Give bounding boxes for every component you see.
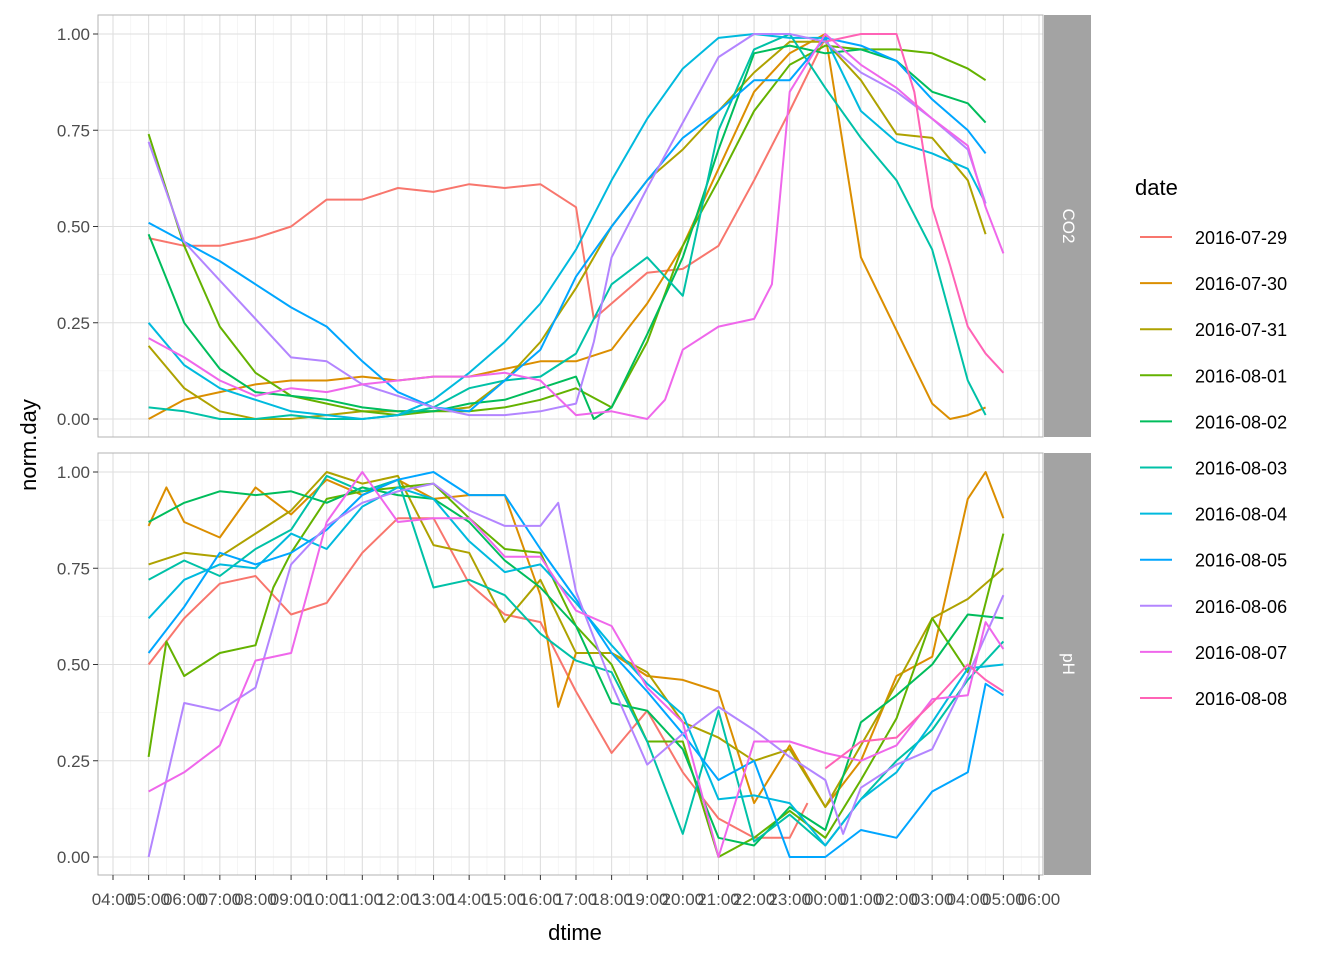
legend-label: 2016-08-02 — [1195, 412, 1287, 432]
x-tick-label: 23:00 — [768, 890, 811, 909]
legend-label: 2016-07-29 — [1195, 228, 1287, 248]
y-tick-label: 0.00 — [57, 848, 90, 867]
series-line-2016-08-01-pH — [147, 482, 1005, 858]
series-line-2016-08-06-pH — [147, 482, 1005, 858]
y-tick-label: 0.50 — [57, 218, 90, 237]
legend-title: date — [1135, 175, 1178, 200]
x-tick-label: 12:00 — [377, 890, 420, 909]
x-tick-label: 08:00 — [234, 890, 277, 909]
series-line-2016-07-29-CO2 — [148, 37, 827, 320]
x-tick-label: 04:00 — [92, 890, 135, 909]
x-tick-label: 18:00 — [590, 890, 633, 909]
legend-label: 2016-08-01 — [1195, 366, 1287, 386]
series-line-2016-08-06-CO2 — [147, 33, 987, 417]
y-tick-label: 0.25 — [57, 314, 90, 333]
x-tick-label: 20:00 — [662, 890, 705, 909]
series-line-2016-07-31-pH — [148, 471, 1005, 808]
x-tick-label: 00:00 — [804, 890, 847, 909]
y-tick-label: 0.50 — [57, 656, 90, 675]
series-line-2016-07-29-pH — [147, 517, 809, 839]
legend-label: 2016-08-07 — [1195, 643, 1287, 663]
series-line-2016-08-05-pH — [147, 471, 1004, 858]
series-line-2016-08-03-CO2 — [148, 33, 987, 420]
series-line-2016-08-07-CO2 — [148, 33, 1005, 420]
series-line-2016-07-30-CO2 — [148, 33, 986, 420]
x-tick-label: 11:00 — [342, 890, 383, 909]
series-line-2016-08-02-pH — [148, 486, 1004, 847]
series-line-2016-08-08-CO2 — [825, 33, 1005, 374]
x-tick-label: 14:00 — [448, 890, 491, 909]
legend-label: 2016-07-30 — [1195, 274, 1287, 294]
x-tick-label: 09:00 — [270, 890, 313, 909]
series-line-2016-08-04-CO2 — [147, 33, 987, 420]
y-tick-label: 0.75 — [57, 559, 90, 578]
y-tick-label: 0.00 — [57, 410, 90, 429]
legend-label: 2016-07-31 — [1195, 320, 1287, 340]
x-tick-label: 04:00 — [946, 890, 989, 909]
x-tick-label: 02:00 — [875, 890, 918, 909]
x-tick-label: 03:00 — [911, 890, 954, 909]
x-tick-label: 05:00 — [127, 890, 170, 909]
x-tick-label: 17:00 — [555, 890, 598, 909]
x-tick-label: 21:00 — [697, 890, 740, 909]
y-tick-label: 0.75 — [57, 121, 90, 140]
y-tick-label: 1.00 — [57, 463, 90, 482]
x-tick-label: 22:00 — [733, 890, 776, 909]
facet-label: CO2 — [1059, 209, 1078, 244]
series-line-2016-08-07-pH — [148, 471, 1005, 858]
series-line-2016-08-04-pH — [147, 486, 1004, 847]
x-tick-label: 13:00 — [412, 890, 455, 909]
legend-label: 2016-08-06 — [1195, 597, 1287, 617]
x-tick-label: 16:00 — [519, 890, 562, 909]
series-line-2016-08-02-CO2 — [147, 44, 987, 420]
x-tick-label: 06:00 — [163, 890, 206, 909]
series-line-2016-07-30-pH — [147, 471, 1005, 808]
series-line-2016-08-05-CO2 — [148, 36, 987, 413]
facet-strip — [1044, 15, 1091, 437]
x-tick-label: 05:00 — [982, 890, 1025, 909]
series-line-2016-07-31-CO2 — [147, 40, 987, 420]
legend-label: 2016-08-08 — [1195, 689, 1287, 709]
y-tick-label: 1.00 — [57, 25, 90, 44]
x-tick-label: 10:00 — [305, 890, 348, 909]
legend-label: 2016-08-04 — [1195, 505, 1287, 525]
x-tick-label: 15:00 — [483, 890, 526, 909]
facet-label: pH — [1059, 653, 1078, 675]
x-tick-label: 01:00 — [840, 890, 883, 909]
y-tick-label: 0.25 — [57, 752, 90, 771]
x-axis-title: dtime — [548, 920, 602, 945]
x-tick-label: 06:00 — [1018, 890, 1061, 909]
x-tick-label: 19:00 — [626, 890, 669, 909]
legend-label: 2016-08-03 — [1195, 459, 1287, 479]
y-axis-title: norm.day — [16, 399, 41, 491]
series-line-2016-08-08-pH — [824, 663, 1004, 770]
facet-strip — [1044, 453, 1091, 875]
x-tick-label: 07:00 — [199, 890, 242, 909]
legend-label: 2016-08-05 — [1195, 551, 1287, 571]
